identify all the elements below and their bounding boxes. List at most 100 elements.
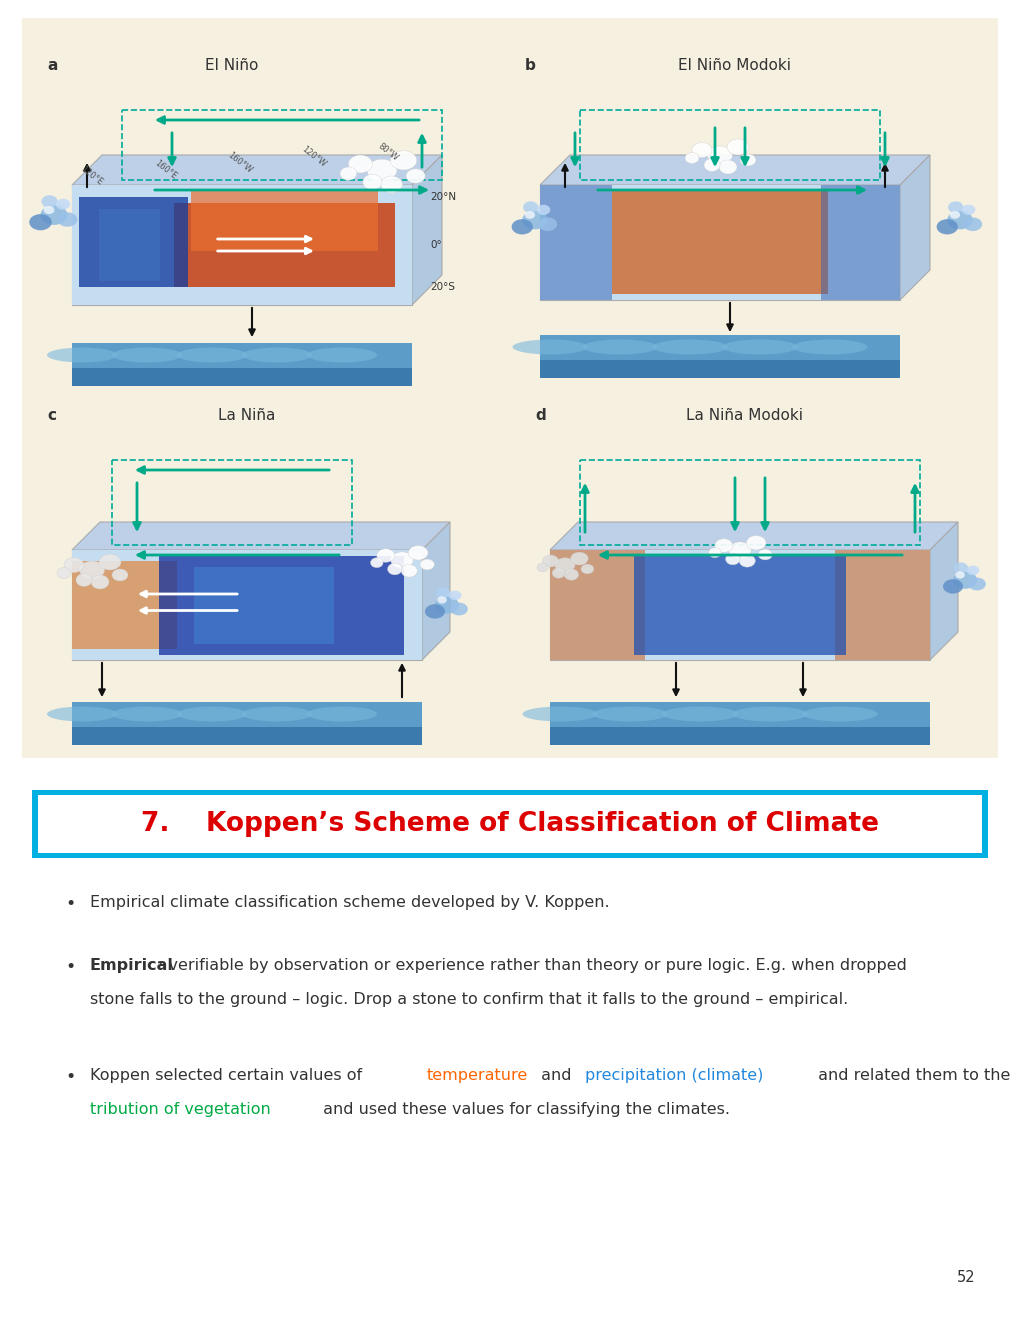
Ellipse shape	[76, 573, 92, 586]
Text: 160°W: 160°W	[226, 150, 254, 176]
Bar	[611, 191, 827, 294]
Ellipse shape	[339, 168, 357, 181]
Ellipse shape	[307, 347, 377, 363]
Ellipse shape	[56, 199, 70, 210]
Ellipse shape	[390, 150, 417, 170]
Bar	[72, 561, 177, 649]
Text: 20°S: 20°S	[430, 282, 454, 292]
Ellipse shape	[367, 160, 396, 181]
Ellipse shape	[406, 169, 425, 183]
Ellipse shape	[91, 576, 109, 589]
Ellipse shape	[746, 536, 765, 550]
Ellipse shape	[728, 543, 751, 558]
Ellipse shape	[425, 605, 444, 619]
Text: El Niño: El Niño	[205, 58, 259, 73]
Polygon shape	[539, 154, 929, 185]
Polygon shape	[422, 521, 449, 660]
Ellipse shape	[448, 590, 461, 601]
Text: 160°E: 160°E	[153, 158, 178, 181]
Polygon shape	[929, 521, 957, 660]
Text: Koppen selected certain values of: Koppen selected certain values of	[90, 1068, 367, 1082]
Text: : verifiable by observation or experience rather than theory or pure logic. E.g.: : verifiable by observation or experienc…	[158, 958, 906, 973]
Text: •: •	[65, 1068, 75, 1086]
Bar	[539, 185, 611, 300]
Ellipse shape	[581, 564, 593, 574]
Ellipse shape	[512, 339, 587, 355]
Ellipse shape	[952, 572, 976, 589]
Bar	[22, 18, 997, 758]
Bar	[835, 550, 929, 660]
Bar	[549, 702, 929, 742]
Text: and used these values for classifying the climates.: and used these values for classifying th…	[318, 1102, 729, 1117]
Bar	[72, 550, 422, 660]
Ellipse shape	[449, 603, 468, 615]
Ellipse shape	[536, 205, 550, 215]
Bar	[539, 360, 899, 378]
Text: Empirical climate classification scheme developed by V. Koppen.: Empirical climate classification scheme …	[90, 895, 609, 909]
Ellipse shape	[732, 706, 807, 722]
Ellipse shape	[802, 706, 876, 722]
Ellipse shape	[112, 347, 181, 363]
Ellipse shape	[112, 706, 181, 722]
Ellipse shape	[947, 211, 972, 230]
Ellipse shape	[935, 219, 957, 235]
Text: 80°W: 80°W	[376, 141, 399, 162]
Ellipse shape	[307, 706, 377, 722]
Ellipse shape	[30, 214, 52, 230]
Ellipse shape	[691, 143, 711, 157]
Text: d: d	[535, 408, 545, 422]
Ellipse shape	[420, 560, 434, 570]
Text: 52: 52	[956, 1270, 974, 1284]
Ellipse shape	[363, 174, 382, 190]
Text: b: b	[525, 58, 535, 73]
Bar	[72, 185, 412, 305]
Bar	[633, 556, 846, 655]
Ellipse shape	[57, 568, 71, 578]
Ellipse shape	[57, 213, 77, 227]
Ellipse shape	[662, 706, 737, 722]
Ellipse shape	[435, 587, 449, 598]
Polygon shape	[549, 521, 957, 550]
Bar	[72, 185, 412, 305]
Ellipse shape	[523, 201, 538, 214]
Ellipse shape	[47, 347, 117, 363]
Text: Empirical: Empirical	[90, 958, 173, 973]
Ellipse shape	[79, 561, 104, 579]
Text: 7.    Koppen’s Scheme of Classification of Climate: 7. Koppen’s Scheme of Classification of …	[141, 810, 878, 837]
Text: and related them to the: and related them to the	[812, 1068, 1014, 1082]
Ellipse shape	[757, 549, 771, 560]
Bar	[549, 727, 929, 744]
Ellipse shape	[99, 554, 121, 570]
Ellipse shape	[242, 347, 312, 363]
Ellipse shape	[718, 160, 737, 174]
Text: •: •	[65, 958, 75, 975]
Text: 20°N: 20°N	[430, 191, 455, 202]
Bar	[72, 368, 412, 385]
Ellipse shape	[954, 572, 964, 578]
Polygon shape	[72, 154, 441, 185]
Bar	[174, 203, 394, 286]
Bar	[191, 191, 378, 251]
Ellipse shape	[177, 347, 247, 363]
Text: 120°W: 120°W	[300, 145, 327, 169]
Text: •: •	[65, 895, 75, 913]
Polygon shape	[899, 154, 929, 300]
Bar	[539, 185, 899, 300]
Bar	[72, 550, 422, 660]
Ellipse shape	[348, 154, 372, 173]
Ellipse shape	[522, 706, 597, 722]
Ellipse shape	[437, 597, 446, 603]
Ellipse shape	[542, 554, 558, 568]
Bar	[580, 459, 919, 545]
Ellipse shape	[380, 176, 403, 193]
Text: a: a	[47, 58, 57, 73]
Ellipse shape	[400, 565, 417, 577]
Ellipse shape	[721, 339, 797, 355]
Ellipse shape	[64, 557, 84, 573]
Polygon shape	[412, 154, 441, 305]
Bar	[112, 459, 352, 545]
Bar	[38, 795, 981, 853]
Text: 120°E: 120°E	[79, 165, 105, 187]
Bar	[539, 335, 899, 375]
Text: and: and	[535, 1068, 576, 1082]
